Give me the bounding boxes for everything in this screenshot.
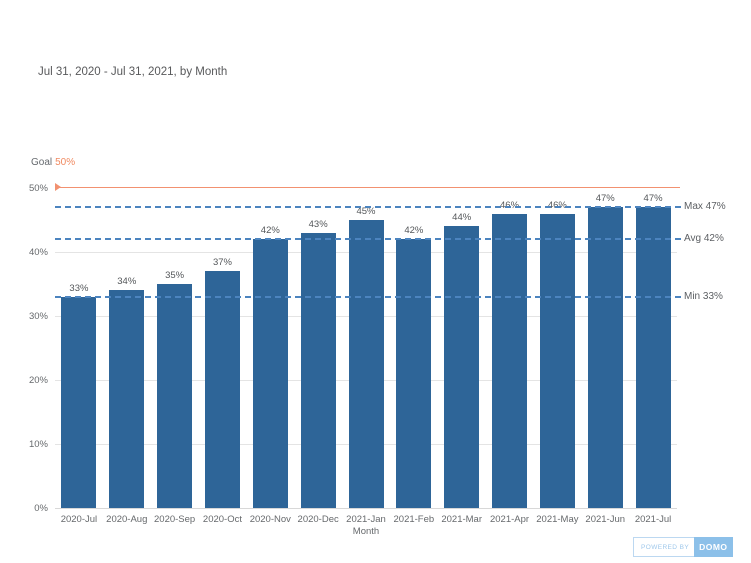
x-axis-tick-label-2021-Jan: 2021-Jan (346, 514, 386, 525)
max-label: Max 47% (684, 201, 726, 213)
bar-value-label-2020-Dec: 43% (308, 218, 328, 230)
x-axis-tick-label-2021-May: 2021-May (536, 514, 579, 525)
y-axis-tick-label: 0% (34, 503, 48, 514)
powered-by-label: POWERED BY (633, 537, 695, 557)
bar-value-label-2021-May: 46% (547, 199, 567, 211)
powered-by-domo-badge[interactable]: POWERED BY DOMO (633, 537, 733, 557)
bar-2021-Jul[interactable] (635, 207, 671, 508)
bar-value-label-2020-Aug: 34% (117, 276, 137, 288)
y-axis-tick-label: 20% (28, 375, 48, 386)
bar-2020-Jul[interactable] (61, 296, 97, 508)
max-line (55, 206, 682, 209)
goal-legend-label: Goal (31, 157, 53, 168)
min-label: Min 33% (684, 290, 723, 302)
bar-2021-Jan[interactable] (348, 220, 384, 508)
bar-value-label-2021-Jan: 45% (356, 206, 376, 217)
bar-value-label-2021-Apr: 46% (500, 199, 520, 211)
bar-2021-Feb[interactable] (396, 239, 432, 508)
bar-2020-Nov[interactable] (252, 239, 288, 508)
y-axis-tick-label: 10% (28, 439, 48, 450)
bar-value-label-2020-Nov: 42% (260, 225, 280, 237)
bar-2021-Jun[interactable] (587, 207, 623, 508)
x-axis-tick-label-2020-Dec: 2020-Dec (297, 514, 339, 525)
avg-label: Avg 42% (684, 233, 724, 245)
bar-value-label-2020-Oct: 37% (212, 257, 232, 269)
goal-legend: Goal 50% (31, 157, 75, 168)
x-axis-tick-label-2020-Nov: 2020-Nov (249, 514, 291, 525)
chart-title: Jul 31, 2020 - Jul 31, 2021, by Month (38, 66, 228, 78)
min-line (55, 295, 682, 298)
x-axis-title: Month (352, 526, 380, 537)
bar-2020-Dec[interactable] (300, 232, 336, 508)
x-axis-tick-label-2020-Jul: 2020-Jul (60, 514, 98, 525)
goal-line (57, 187, 680, 188)
x-axis-tick-label-2021-Jun: 2021-Jun (585, 514, 626, 525)
domo-logo: DOMO (694, 537, 733, 557)
bar-value-label-2021-Mar: 44% (452, 212, 472, 224)
x-axis-tick-label-2020-Oct: 2020-Oct (202, 514, 242, 525)
bar-2020-Sep[interactable] (157, 284, 193, 508)
gridline-0 (55, 508, 677, 509)
bar-value-label-2020-Jul: 33% (69, 282, 89, 294)
x-axis-tick-label-2020-Aug: 2020-Aug (106, 514, 148, 525)
x-axis-tick-label-2020-Sep: 2020-Sep (154, 514, 196, 525)
avg-line (55, 238, 682, 241)
y-axis-tick-label: 40% (28, 247, 48, 258)
x-axis-tick-label-2021-Apr: 2021-Apr (489, 514, 530, 525)
x-axis-tick-label-2021-Feb: 2021-Feb (393, 514, 435, 525)
goal-legend-value: 50% (55, 157, 76, 168)
x-axis-tick-label-2021-Mar: 2021-Mar (441, 514, 483, 525)
bar-2021-Apr[interactable] (492, 213, 528, 508)
y-axis-tick-label: 30% (28, 311, 48, 322)
bar-2021-May[interactable] (539, 213, 575, 508)
bar-value-label-2021-Feb: 42% (404, 225, 424, 237)
bar-2020-Aug[interactable] (109, 290, 145, 508)
bar-value-label-2021-Jun: 47% (595, 193, 615, 205)
y-axis-tick-label: 50% (28, 183, 48, 194)
goal-line-arrow-icon (55, 183, 61, 191)
bar-value-label-2020-Sep: 35% (165, 270, 185, 281)
bar-2021-Mar[interactable] (444, 226, 480, 508)
x-axis-tick-label-2021-Jul: 2021-Jul (634, 514, 672, 525)
bar-value-label-2021-Jul: 47% (643, 193, 663, 205)
bar-2020-Oct[interactable] (204, 271, 240, 508)
